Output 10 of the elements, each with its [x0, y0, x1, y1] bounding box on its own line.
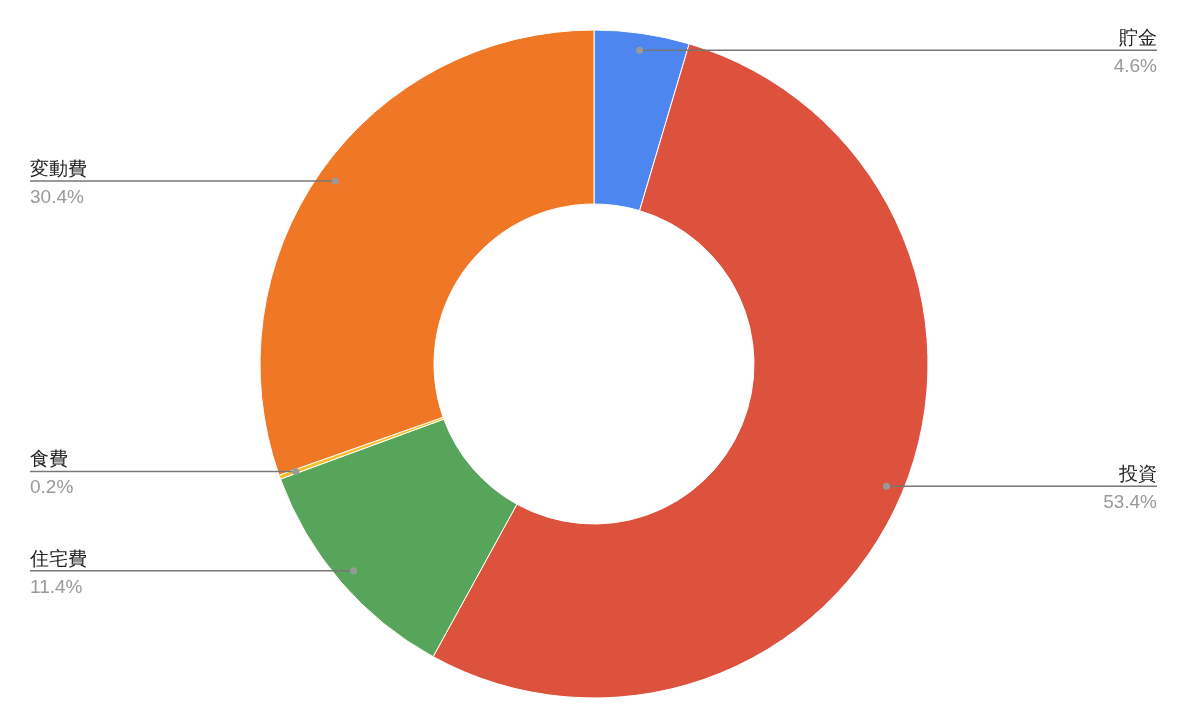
data-label: 30.4%: [30, 185, 84, 207]
slice-label: 食費: [30, 448, 68, 470]
slice-label: 貯金: [1119, 27, 1157, 49]
data-label: 4.6%: [1113, 55, 1158, 77]
data-label: 0.2%: [30, 476, 74, 498]
slice-label: 投資: [1118, 463, 1157, 485]
data-label: 11.4%: [30, 575, 83, 597]
slice-label: 住宅費: [29, 547, 87, 569]
slice-label: 変動費: [30, 157, 87, 179]
data-label: 53.4%: [1103, 491, 1158, 513]
